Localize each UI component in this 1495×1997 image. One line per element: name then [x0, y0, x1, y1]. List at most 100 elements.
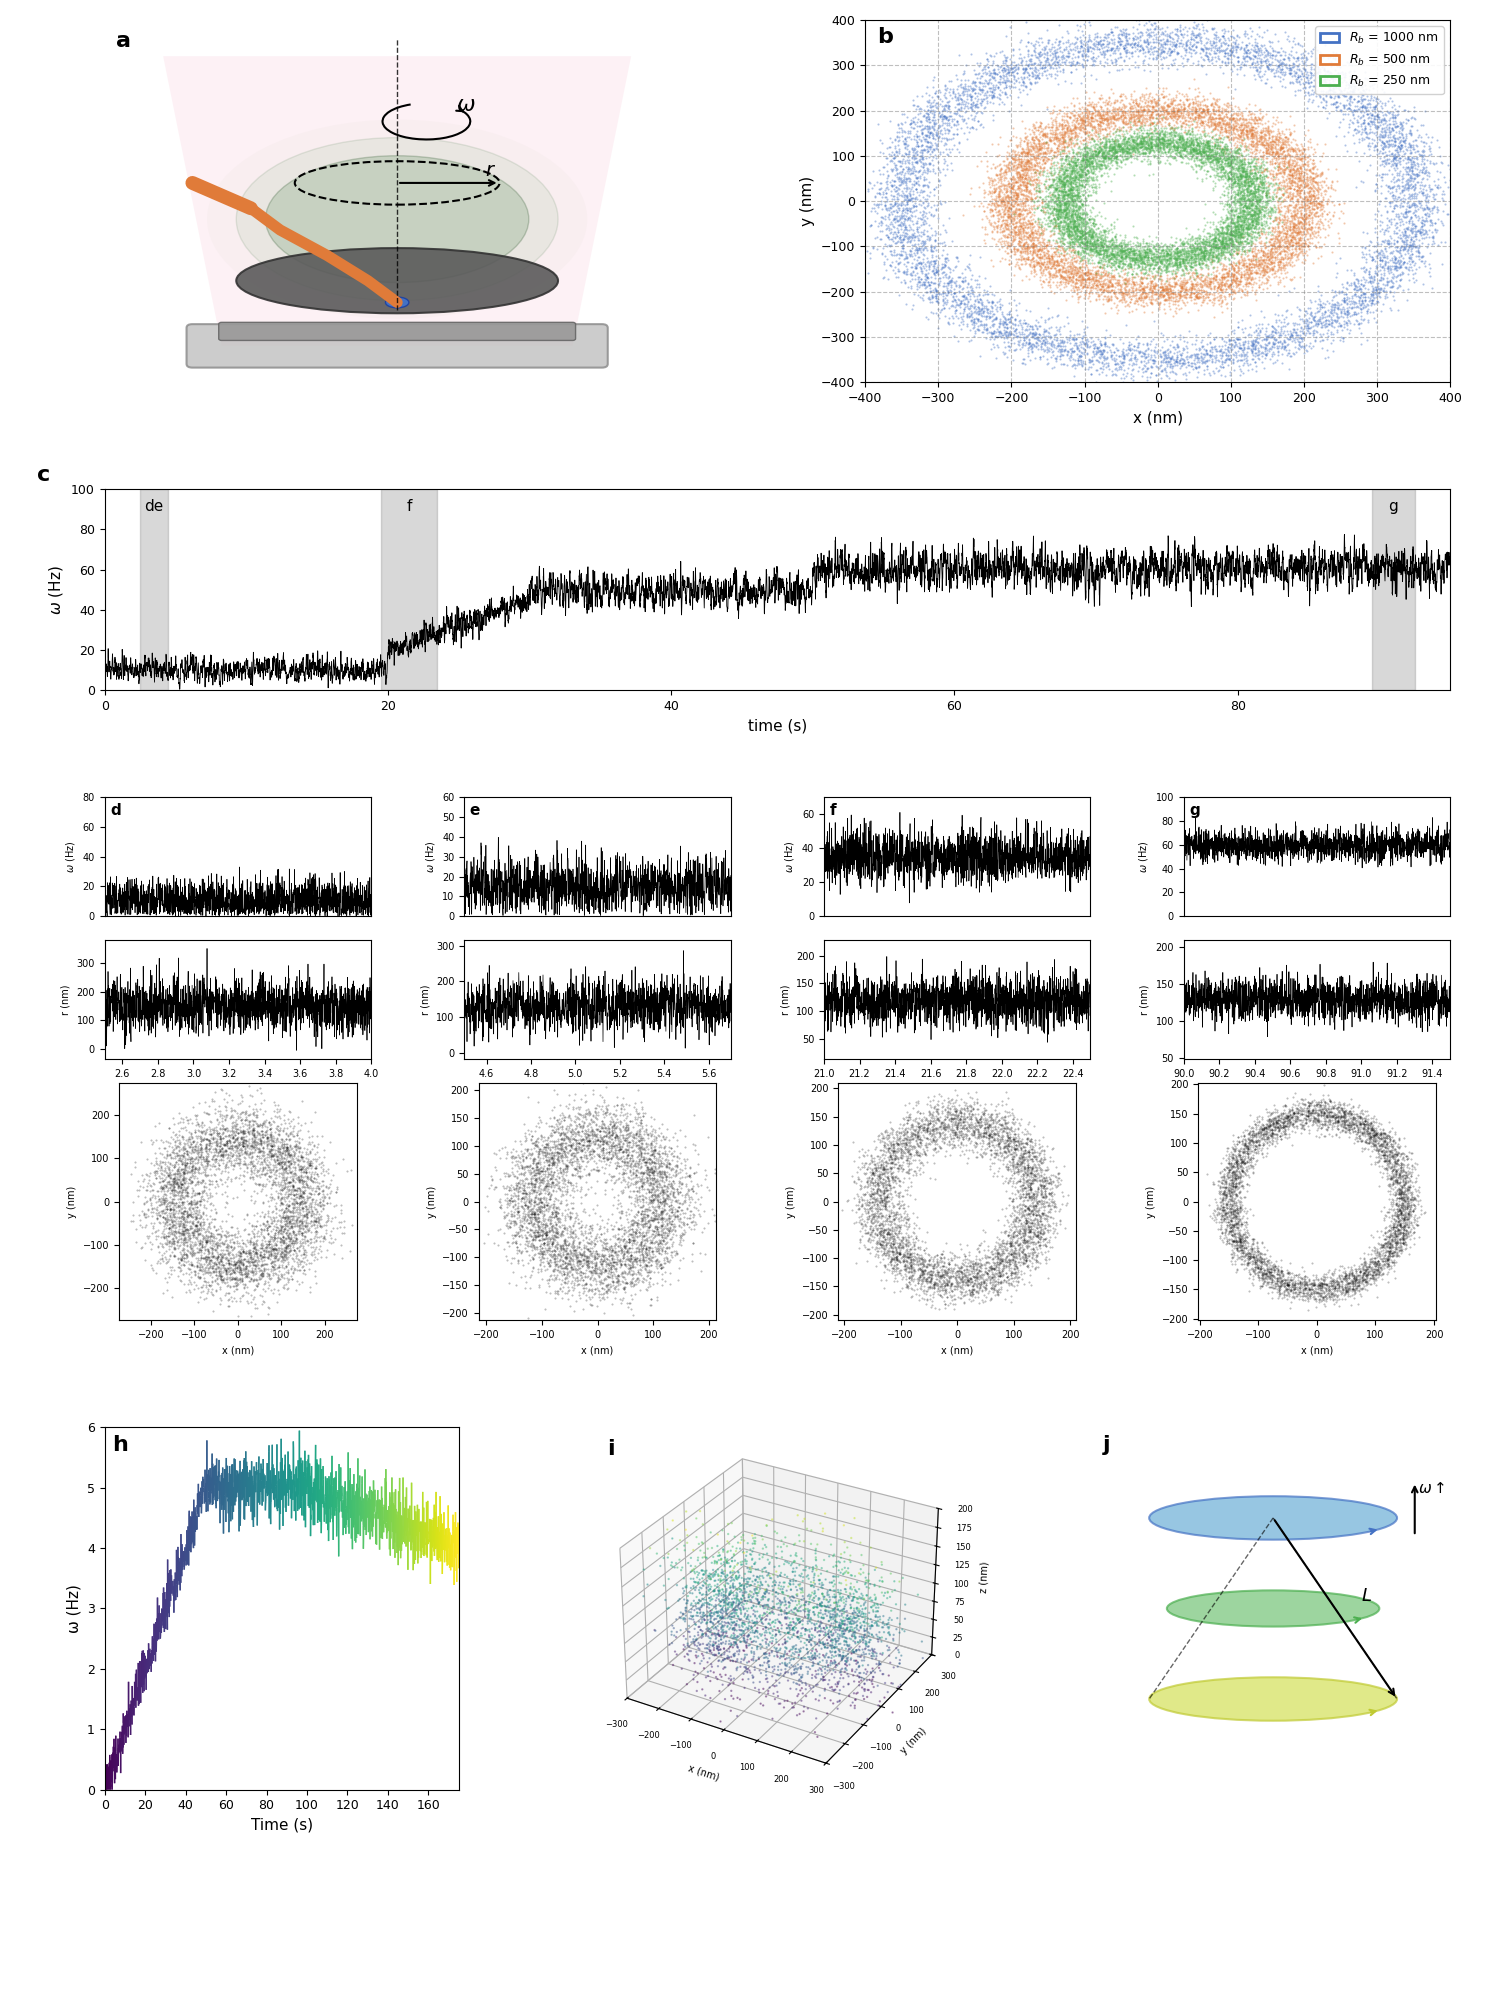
- Point: [982, 78, 1006, 110]
- Point: [1112, 92, 1136, 124]
- Point: [1377, 1220, 1401, 1252]
- Point: [1046, 256, 1070, 288]
- Point: [1274, 226, 1298, 258]
- Point: [1124, 244, 1148, 276]
- Point: [1262, 337, 1286, 369]
- Point: [918, 1264, 942, 1296]
- Point: [546, 1136, 570, 1168]
- Point: [577, 1272, 601, 1304]
- Point: [891, 216, 915, 248]
- Point: [215, 1234, 239, 1266]
- Point: [1197, 218, 1221, 250]
- Point: [1362, 244, 1386, 276]
- Point: [1262, 180, 1286, 212]
- Point: [233, 1096, 257, 1128]
- Point: [1346, 1116, 1369, 1148]
- Point: [1212, 22, 1236, 54]
- Point: [576, 1124, 599, 1156]
- Point: [1265, 214, 1289, 246]
- Point: [1070, 214, 1094, 246]
- Point: [214, 1152, 238, 1184]
- Point: [292, 1152, 315, 1184]
- Point: [568, 1172, 592, 1204]
- Point: [269, 1252, 293, 1284]
- Point: [573, 1098, 597, 1130]
- Point: [1032, 1172, 1055, 1204]
- Point: [1241, 1228, 1265, 1260]
- Point: [1343, 1270, 1366, 1302]
- Point: [1168, 324, 1192, 355]
- Point: [1015, 1182, 1039, 1214]
- Point: [541, 1144, 565, 1176]
- Point: [1029, 48, 1052, 80]
- Point: [1417, 192, 1441, 224]
- Point: [1195, 280, 1218, 312]
- Point: [957, 1270, 981, 1302]
- Point: [1381, 1214, 1405, 1246]
- Point: [274, 1194, 298, 1226]
- Point: [1003, 144, 1027, 176]
- Point: [565, 1136, 589, 1168]
- Point: [1348, 1274, 1372, 1306]
- Point: [1229, 120, 1253, 152]
- Point: [1313, 1108, 1337, 1140]
- Point: [988, 160, 1012, 192]
- Point: [532, 1196, 556, 1228]
- Point: [1046, 178, 1070, 210]
- Point: [1395, 1174, 1419, 1206]
- Point: [1257, 122, 1281, 154]
- Point: [1371, 1202, 1395, 1234]
- Point: [885, 158, 909, 190]
- Point: [1257, 1260, 1281, 1292]
- Point: [916, 1272, 940, 1304]
- Point: [1111, 282, 1135, 314]
- Point: [1250, 1270, 1274, 1302]
- Point: [906, 1266, 930, 1298]
- Point: [1027, 264, 1051, 296]
- Point: [1157, 140, 1181, 172]
- Point: [1046, 208, 1070, 240]
- Point: [1203, 112, 1227, 144]
- Point: [1386, 1148, 1410, 1180]
- Point: [1052, 210, 1076, 242]
- Point: [1334, 1260, 1357, 1292]
- Point: [1221, 1198, 1245, 1230]
- Point: [1009, 150, 1033, 182]
- Point: [890, 156, 913, 188]
- Point: [997, 200, 1021, 232]
- Point: [1165, 244, 1189, 276]
- Point: [1263, 220, 1287, 252]
- Point: [1063, 268, 1087, 300]
- Point: [1301, 1260, 1325, 1292]
- Point: [1226, 1152, 1250, 1184]
- Point: [1221, 208, 1245, 240]
- Point: [1247, 128, 1271, 160]
- Point: [1042, 36, 1066, 68]
- Point: [1274, 302, 1298, 333]
- Point: [1218, 154, 1242, 186]
- Point: [954, 1266, 978, 1298]
- Point: [1038, 216, 1061, 248]
- Point: [1060, 337, 1084, 369]
- Point: [1423, 216, 1447, 248]
- Point: [227, 1250, 251, 1282]
- Point: [1289, 186, 1313, 218]
- Point: [248, 1240, 272, 1272]
- Point: [881, 222, 904, 254]
- Point: [1220, 1164, 1244, 1196]
- Point: [532, 1172, 556, 1204]
- Point: [1351, 282, 1375, 314]
- Point: [196, 1274, 220, 1306]
- Point: [634, 1146, 658, 1178]
- Point: [1061, 190, 1085, 222]
- Point: [568, 1152, 592, 1184]
- Point: [1017, 58, 1041, 90]
- Point: [867, 178, 891, 210]
- Point: [1027, 1210, 1051, 1242]
- Point: [1348, 1254, 1372, 1286]
- Point: [1242, 1258, 1266, 1290]
- Point: [900, 1120, 924, 1152]
- Point: [649, 1156, 673, 1188]
- Point: [1241, 210, 1265, 242]
- Point: [1075, 28, 1099, 60]
